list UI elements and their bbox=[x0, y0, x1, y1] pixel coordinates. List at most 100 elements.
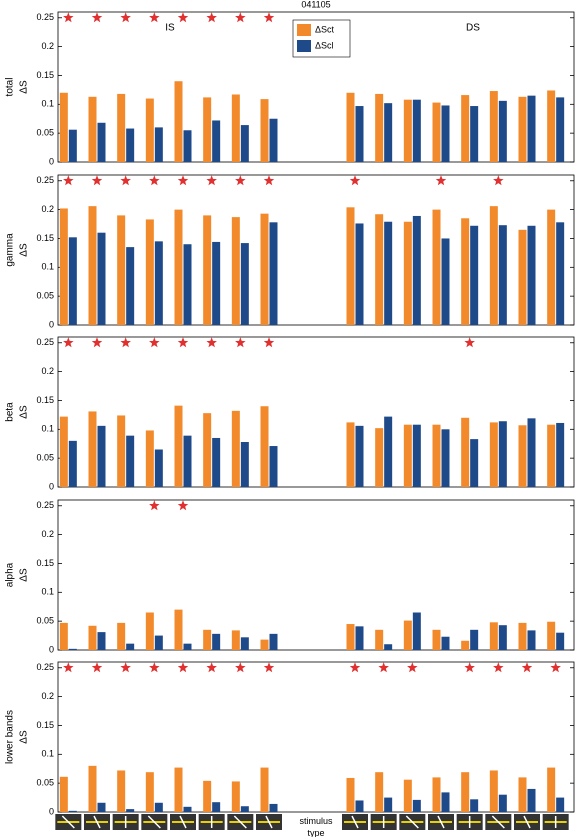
significance-star bbox=[435, 175, 447, 186]
stimulus-icon bbox=[485, 814, 512, 830]
significance-star bbox=[120, 337, 131, 348]
panel-label: total bbox=[5, 78, 16, 97]
stimulus-icon-line bbox=[179, 815, 187, 829]
stimulus-icon bbox=[428, 814, 454, 830]
significance-star bbox=[206, 337, 217, 348]
bar bbox=[384, 416, 393, 487]
y-tick-label: 0.2 bbox=[41, 366, 54, 376]
bar bbox=[231, 94, 240, 162]
bar bbox=[470, 106, 479, 162]
significance-star bbox=[63, 337, 74, 348]
bar bbox=[498, 100, 507, 162]
bar bbox=[547, 209, 556, 325]
y-tick-label: 0.1 bbox=[41, 424, 54, 434]
significance-star bbox=[120, 12, 131, 23]
y-tick-label: 0.15 bbox=[36, 720, 54, 730]
bar bbox=[212, 633, 221, 650]
bar bbox=[556, 797, 565, 812]
bar bbox=[489, 770, 498, 812]
bar bbox=[59, 776, 68, 812]
stimulus-icon-line bbox=[491, 815, 505, 829]
panel-label: gamma bbox=[5, 233, 16, 267]
panel-label: beta bbox=[5, 402, 16, 422]
bar bbox=[88, 765, 97, 812]
bar bbox=[441, 105, 450, 162]
y-tick-label: 0.25 bbox=[36, 662, 54, 672]
significance-star bbox=[91, 175, 103, 186]
plot-area bbox=[57, 661, 575, 813]
bar bbox=[527, 95, 536, 162]
bar bbox=[117, 215, 126, 325]
significance-star bbox=[120, 662, 131, 673]
bar bbox=[154, 127, 163, 162]
bar bbox=[240, 442, 249, 487]
stimulus-icon bbox=[141, 814, 168, 830]
significance-star bbox=[177, 12, 189, 23]
bar bbox=[145, 612, 154, 650]
bar bbox=[470, 439, 479, 487]
bar bbox=[183, 435, 192, 487]
bar bbox=[231, 630, 240, 650]
significance-star bbox=[263, 337, 275, 348]
bar bbox=[117, 415, 126, 487]
bar bbox=[412, 99, 421, 162]
stimulus-icon-line bbox=[93, 815, 101, 829]
stimulus-icon bbox=[256, 814, 282, 830]
stimulus-icon bbox=[170, 814, 196, 830]
stimulus-icon bbox=[542, 814, 569, 830]
bar bbox=[375, 629, 384, 650]
bar bbox=[260, 99, 269, 162]
significance-star bbox=[177, 175, 189, 186]
significance-star bbox=[263, 175, 275, 186]
significance-star bbox=[550, 662, 561, 673]
bar bbox=[375, 772, 384, 812]
bar bbox=[126, 809, 135, 812]
bar bbox=[498, 794, 507, 812]
bar bbox=[355, 425, 364, 487]
significance-star bbox=[521, 662, 533, 673]
significance-star bbox=[149, 337, 160, 348]
bar bbox=[260, 767, 269, 812]
bar bbox=[212, 241, 221, 325]
significance-star bbox=[91, 662, 103, 673]
y-tick-label: 0.05 bbox=[36, 128, 54, 138]
bar bbox=[183, 806, 192, 812]
y-axis-label: ΔS bbox=[19, 243, 30, 257]
bar bbox=[231, 781, 240, 812]
bar bbox=[126, 435, 135, 487]
bar bbox=[432, 102, 441, 162]
bar bbox=[527, 225, 536, 325]
bar bbox=[518, 96, 527, 162]
significance-star bbox=[206, 662, 217, 673]
bar bbox=[68, 648, 77, 650]
stimulus-icon bbox=[198, 814, 225, 830]
bar bbox=[432, 777, 441, 812]
y-tick-label: 0.15 bbox=[36, 395, 54, 405]
bar bbox=[441, 636, 450, 650]
y-tick-label: 0.05 bbox=[36, 453, 54, 463]
bar bbox=[461, 218, 470, 325]
bar bbox=[384, 103, 393, 162]
bar bbox=[384, 644, 393, 650]
bar bbox=[346, 624, 355, 650]
stimulus-icon-line bbox=[351, 815, 359, 829]
bar bbox=[489, 206, 498, 325]
panel-label: alpha bbox=[5, 562, 16, 587]
significance-star bbox=[235, 175, 246, 186]
x-axis-label: stimulus type bbox=[299, 816, 333, 837]
bar bbox=[174, 209, 183, 325]
bar bbox=[556, 97, 565, 162]
bar bbox=[154, 241, 163, 325]
bar bbox=[527, 418, 536, 487]
significance-star bbox=[235, 12, 246, 23]
bar bbox=[355, 800, 364, 812]
stimulus-icon bbox=[456, 814, 483, 830]
bar bbox=[403, 99, 412, 162]
bar bbox=[547, 424, 556, 487]
bar bbox=[269, 118, 278, 162]
stimulus-icon bbox=[399, 814, 426, 830]
y-tick-label: 0.05 bbox=[36, 616, 54, 626]
bar bbox=[88, 96, 97, 162]
significance-star bbox=[120, 175, 131, 186]
